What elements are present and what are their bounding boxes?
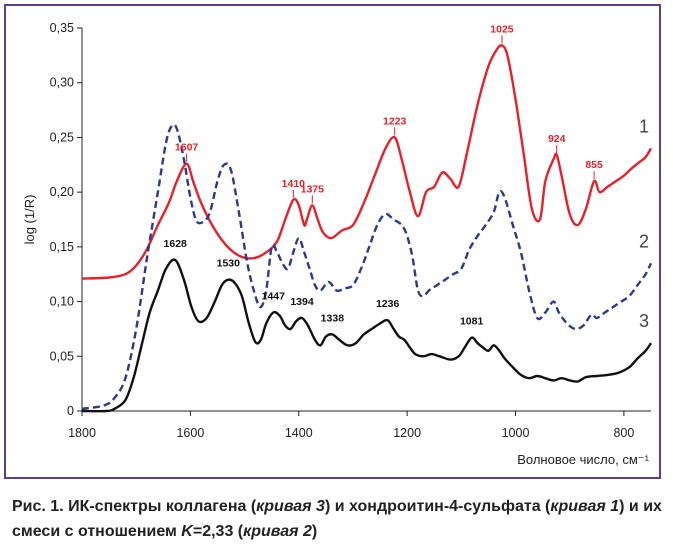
x-tick-label: 800 <box>613 426 634 440</box>
x-tick-label: 1200 <box>393 426 421 440</box>
peak-label: 1081 <box>460 316 484 328</box>
peak-label: 1628 <box>164 238 188 250</box>
x-tick-label: 1400 <box>285 426 313 440</box>
series-layer <box>81 44 653 413</box>
caption-part8: кривая 2 <box>243 523 312 540</box>
caption-part7: =2,33 ( <box>192 523 244 540</box>
y-tick-label: 0,15 <box>50 240 74 254</box>
caption-part9: ) <box>311 523 318 540</box>
x-tick-label: 1800 <box>68 426 96 440</box>
x-tick-label: 1000 <box>502 426 530 440</box>
series-line-3 <box>81 258 652 413</box>
peak-label: 1375 <box>301 183 325 195</box>
x-tick-label: 1600 <box>176 426 204 440</box>
y-tick-label: 0 <box>67 404 74 418</box>
peak-label: 855 <box>585 159 603 171</box>
y-tick-label: 0,25 <box>50 130 74 144</box>
y-tick-label: 0,30 <box>50 76 74 90</box>
peak-label: 1223 <box>383 115 407 127</box>
caption-part1: Рис. 1. ИК-спектры коллагена ( <box>12 498 257 515</box>
y-tick-label: 0,10 <box>50 295 74 309</box>
caption-part6: K <box>181 523 193 540</box>
figure-caption: Рис. 1. ИК-спектры коллагена (кривая 3) … <box>12 494 667 544</box>
peak-label: 924 <box>548 133 566 145</box>
peak-label: 1530 <box>217 258 241 270</box>
peak-label: 1025 <box>490 24 514 36</box>
y-tick-label: 0,05 <box>50 349 74 363</box>
peak-label: 1338 <box>321 312 345 324</box>
peak-label: 1447 <box>262 291 286 303</box>
x-axis-title: Волновое число, см⁻¹ <box>517 452 649 467</box>
caption-part4: кривая 1 <box>550 498 620 515</box>
peak-label: 1236 <box>376 298 400 310</box>
curve-label: 2 <box>639 231 649 251</box>
y-tick-label: 0,20 <box>50 185 74 199</box>
series-line-1 <box>81 44 653 280</box>
peak-label: 1607 <box>175 142 199 154</box>
caption-part2: кривая 3 <box>256 498 325 515</box>
series-line-2 <box>81 123 653 410</box>
caption-part3: ) и хондроитин-4-сульфата ( <box>324 498 551 515</box>
peak-label: 1394 <box>290 296 314 308</box>
y-axis-title: log (1/R) <box>22 195 37 245</box>
curve-label: 3 <box>639 311 649 331</box>
caption-part5: ) и их смеси с отношением <box>12 498 662 540</box>
peak-label: 1410 <box>282 178 306 190</box>
y-tick-label: 0,35 <box>50 21 74 35</box>
curve-label: 1 <box>639 116 649 136</box>
